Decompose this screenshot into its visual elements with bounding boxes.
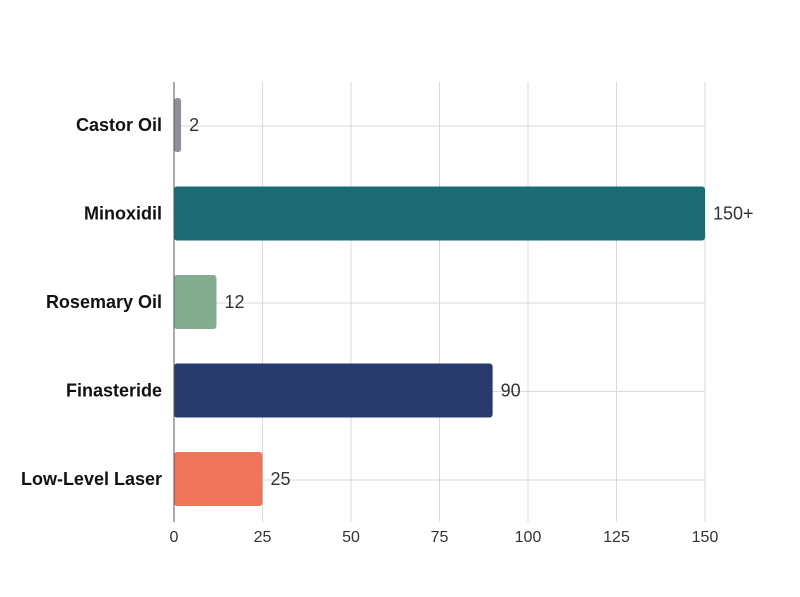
value-label: 12 xyxy=(224,292,244,312)
bar xyxy=(174,275,217,329)
labels: 0 25 50 75 100 125 150 Castor Oil 2 Minoxidil 150+… xyxy=(21,115,754,546)
x-tick-label: 25 xyxy=(254,529,272,546)
category-label: Castor Oil xyxy=(76,115,162,135)
x-tick-label: 100 xyxy=(515,529,542,546)
category-label: Minoxidil xyxy=(84,204,162,224)
category-label: Finasteride xyxy=(66,381,162,401)
x-tick-label: 75 xyxy=(431,529,449,546)
bars xyxy=(174,98,705,506)
category-label: Rosemary Oil xyxy=(46,292,162,312)
bar xyxy=(174,186,705,241)
x-tick-label: 50 xyxy=(342,529,360,546)
value-label: 2 xyxy=(189,115,199,135)
bar xyxy=(174,452,263,506)
bar xyxy=(174,363,493,418)
x-tick-label: 125 xyxy=(603,529,630,546)
x-tick-label: 150 xyxy=(692,529,719,546)
value-label: 90 xyxy=(501,381,521,401)
value-label: 25 xyxy=(271,469,291,489)
category-label: Low-Level Laser xyxy=(21,469,162,489)
bar xyxy=(174,98,182,152)
value-label: 150+ xyxy=(713,204,754,224)
x-tick-label: 0 xyxy=(170,529,179,546)
